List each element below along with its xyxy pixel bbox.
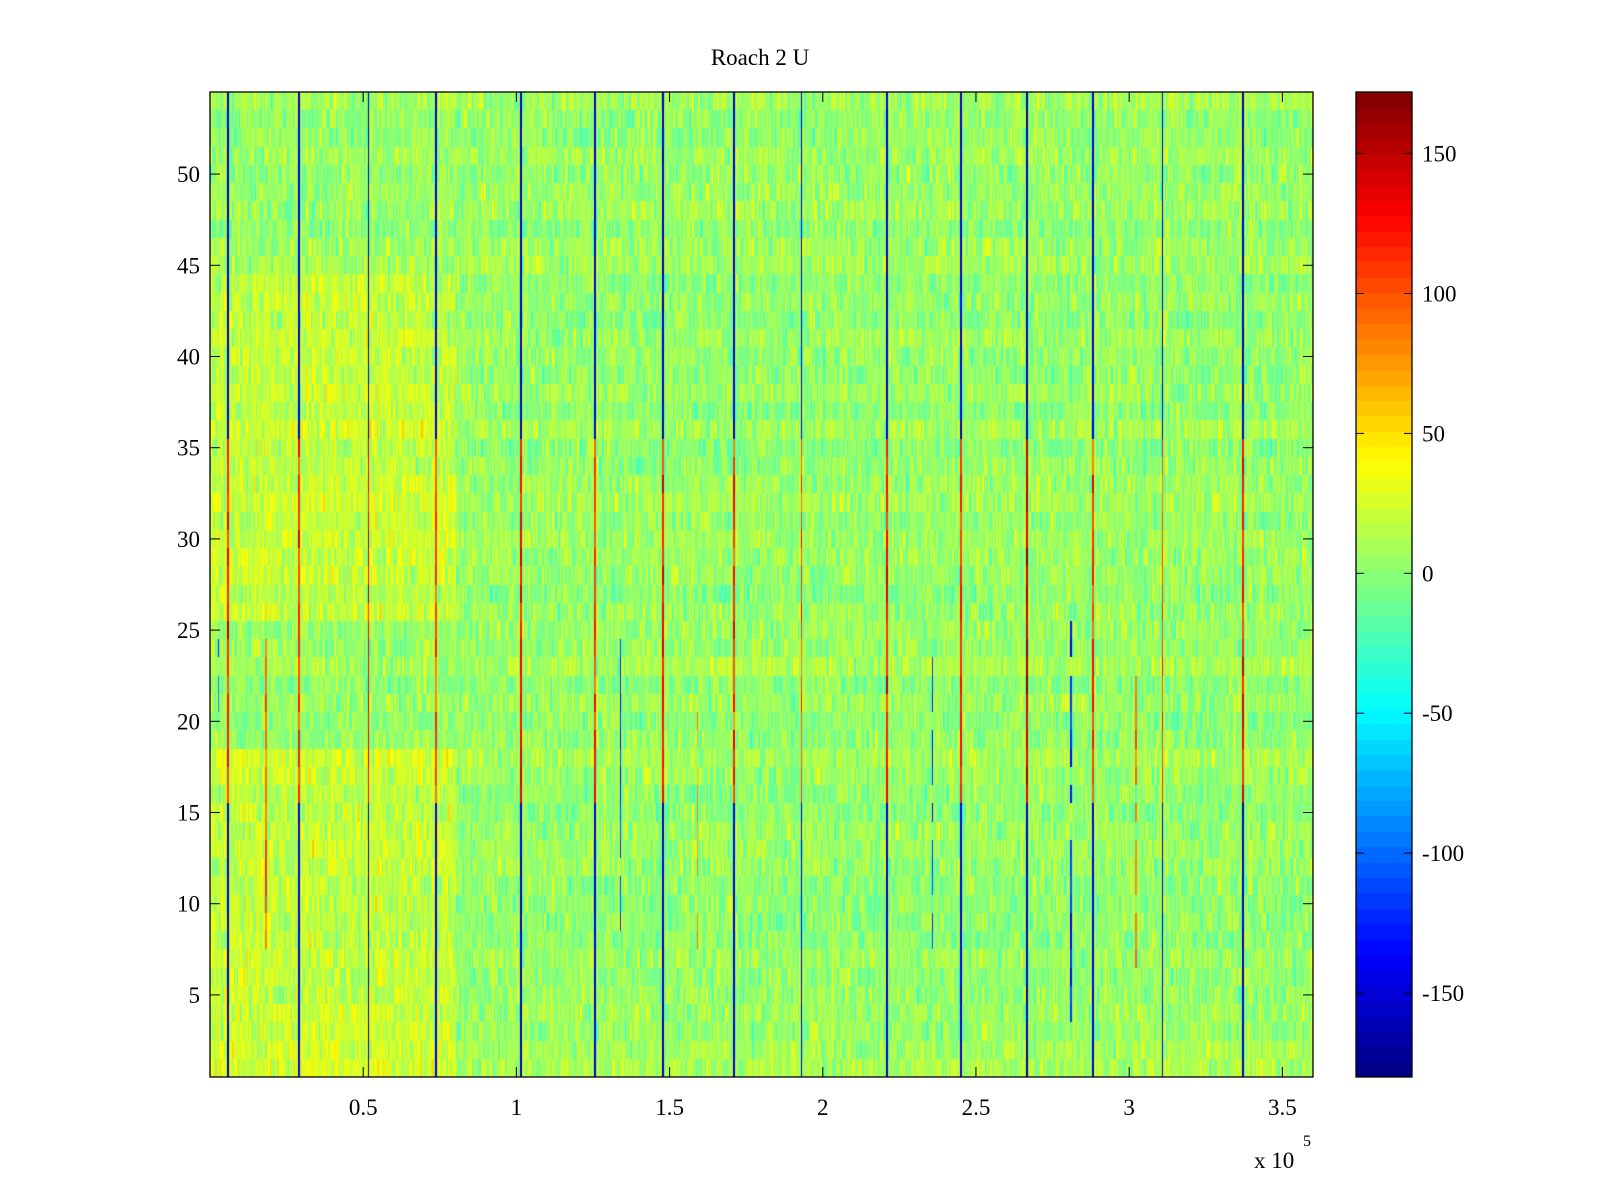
y-tick-label: 45	[177, 253, 200, 278]
y-tick-label: 35	[177, 436, 200, 461]
colorbar-tick-label: -50	[1422, 701, 1453, 726]
y-tick-label: 40	[177, 344, 200, 369]
colorbar-tick-label: -100	[1422, 841, 1464, 866]
x-axis-exponent: x 10 5	[1254, 1133, 1311, 1173]
x-tick-label: 3	[1123, 1095, 1135, 1120]
plot-frame	[209, 91, 1314, 1078]
x-exponent-power: 5	[1303, 1133, 1311, 1150]
colorbar-tick-label: 50	[1422, 421, 1445, 446]
y-tick-label: 50	[177, 162, 200, 187]
x-tick-label: 1	[511, 1095, 523, 1120]
colorbar-tick-label: 100	[1422, 281, 1457, 306]
y-tick-label: 20	[177, 709, 200, 734]
colorbar: -150 -100 -50 0 50 100 150	[1355, 91, 1464, 1078]
y-axis: 5 10 15 20 25 30 35 40 45 50	[177, 162, 1313, 1008]
heatmap-plot-area: 0.5 1 1.5 2 2.5 3 3.5 5 10 15 20 25 30 35 40 45 50	[177, 91, 1314, 1120]
colorbar-tick-label: 150	[1422, 142, 1457, 167]
x-tick-label: 1.5	[655, 1095, 684, 1120]
heatmap-image	[210, 92, 1313, 1077]
x-axis: 0.5 1 1.5 2 2.5 3 3.5	[349, 92, 1297, 1120]
chart-title: Roach 2 U	[711, 45, 810, 70]
y-tick-label: 30	[177, 527, 200, 552]
x-tick-label: 0.5	[349, 1095, 378, 1120]
x-tick-label: 2.5	[962, 1095, 991, 1120]
x-tick-label: 3.5	[1268, 1095, 1297, 1120]
colorbar-tick-label: -150	[1422, 981, 1464, 1006]
x-exponent-base: x 10	[1254, 1148, 1294, 1173]
y-tick-label: 15	[177, 801, 200, 826]
y-tick-label: 5	[189, 983, 201, 1008]
colorbar-frame	[1355, 91, 1413, 1078]
colorbar-axis: -150 -100 -50 0 50 100 150	[1356, 142, 1464, 1006]
x-tick-label: 2	[817, 1095, 829, 1120]
y-tick-label: 25	[177, 618, 200, 643]
y-tick-label: 10	[177, 892, 200, 917]
colorbar-gradient	[1356, 92, 1412, 1077]
colorbar-tick-label: 0	[1422, 561, 1434, 586]
